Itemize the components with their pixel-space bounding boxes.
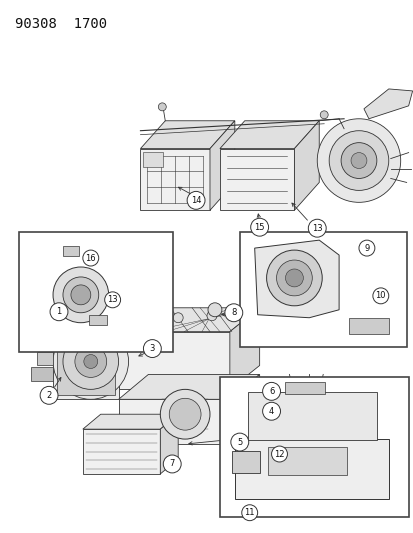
FancyBboxPatch shape: [19, 232, 173, 352]
Polygon shape: [254, 240, 338, 318]
Circle shape: [308, 219, 325, 237]
Polygon shape: [160, 414, 178, 474]
Polygon shape: [53, 308, 136, 322]
Circle shape: [320, 111, 328, 119]
FancyBboxPatch shape: [219, 377, 408, 516]
Text: 2: 2: [46, 391, 52, 400]
Text: 13: 13: [311, 224, 322, 233]
FancyBboxPatch shape: [143, 151, 163, 166]
Circle shape: [83, 354, 97, 368]
Circle shape: [285, 269, 303, 287]
Circle shape: [169, 398, 201, 430]
Text: 5: 5: [237, 438, 242, 447]
Circle shape: [350, 152, 366, 168]
Polygon shape: [209, 121, 234, 211]
Text: 7: 7: [169, 459, 175, 469]
Circle shape: [206, 311, 216, 321]
FancyBboxPatch shape: [267, 447, 346, 475]
Text: 14: 14: [190, 196, 201, 205]
Text: 12: 12: [273, 449, 284, 458]
Circle shape: [250, 218, 268, 236]
Text: 9: 9: [363, 244, 369, 253]
Circle shape: [104, 292, 120, 308]
Circle shape: [230, 433, 248, 451]
FancyBboxPatch shape: [63, 246, 78, 256]
Circle shape: [241, 505, 257, 521]
Circle shape: [224, 304, 242, 322]
Text: 1: 1: [56, 307, 62, 316]
Circle shape: [358, 240, 374, 256]
Text: 13: 13: [107, 295, 118, 304]
Circle shape: [75, 345, 107, 377]
Polygon shape: [229, 375, 259, 444]
FancyBboxPatch shape: [57, 326, 114, 395]
Circle shape: [53, 324, 128, 399]
FancyBboxPatch shape: [37, 352, 53, 366]
Polygon shape: [118, 308, 259, 332]
Circle shape: [372, 288, 388, 304]
Polygon shape: [294, 121, 318, 211]
Circle shape: [163, 455, 181, 473]
Text: 6: 6: [268, 387, 273, 396]
Circle shape: [83, 250, 98, 266]
Circle shape: [262, 402, 280, 420]
Polygon shape: [83, 429, 160, 474]
Circle shape: [63, 334, 118, 389]
Circle shape: [173, 313, 183, 322]
Circle shape: [276, 260, 311, 296]
FancyBboxPatch shape: [247, 392, 376, 440]
Text: 10: 10: [375, 292, 385, 301]
Polygon shape: [118, 399, 229, 444]
Circle shape: [266, 250, 321, 306]
Circle shape: [63, 277, 98, 313]
Text: 3: 3: [150, 344, 155, 353]
Polygon shape: [219, 149, 294, 211]
Polygon shape: [363, 89, 412, 119]
Circle shape: [207, 303, 221, 317]
Polygon shape: [118, 375, 259, 399]
FancyBboxPatch shape: [231, 451, 259, 473]
Circle shape: [160, 389, 209, 439]
Text: 4: 4: [268, 407, 273, 416]
Circle shape: [53, 267, 108, 322]
Circle shape: [316, 119, 400, 203]
Circle shape: [50, 303, 68, 321]
Text: 16: 16: [85, 254, 96, 263]
FancyBboxPatch shape: [31, 367, 53, 382]
Polygon shape: [53, 322, 118, 399]
Polygon shape: [140, 149, 209, 211]
Polygon shape: [118, 332, 229, 389]
FancyBboxPatch shape: [348, 318, 388, 334]
Circle shape: [262, 382, 280, 400]
Circle shape: [71, 285, 90, 305]
Polygon shape: [83, 414, 178, 429]
Circle shape: [143, 340, 161, 358]
Circle shape: [40, 386, 58, 404]
Polygon shape: [219, 121, 318, 149]
Circle shape: [328, 131, 388, 190]
Circle shape: [187, 191, 204, 209]
Polygon shape: [140, 121, 234, 149]
FancyBboxPatch shape: [239, 232, 406, 346]
FancyBboxPatch shape: [285, 382, 325, 394]
Polygon shape: [229, 308, 259, 389]
Polygon shape: [234, 439, 388, 499]
FancyBboxPatch shape: [88, 315, 107, 325]
Text: 15: 15: [254, 223, 264, 232]
Circle shape: [271, 446, 287, 462]
Circle shape: [340, 143, 376, 179]
Text: 11: 11: [244, 508, 254, 517]
Text: 8: 8: [230, 308, 236, 317]
Circle shape: [158, 103, 166, 111]
Text: 90308  1700: 90308 1700: [15, 17, 107, 31]
